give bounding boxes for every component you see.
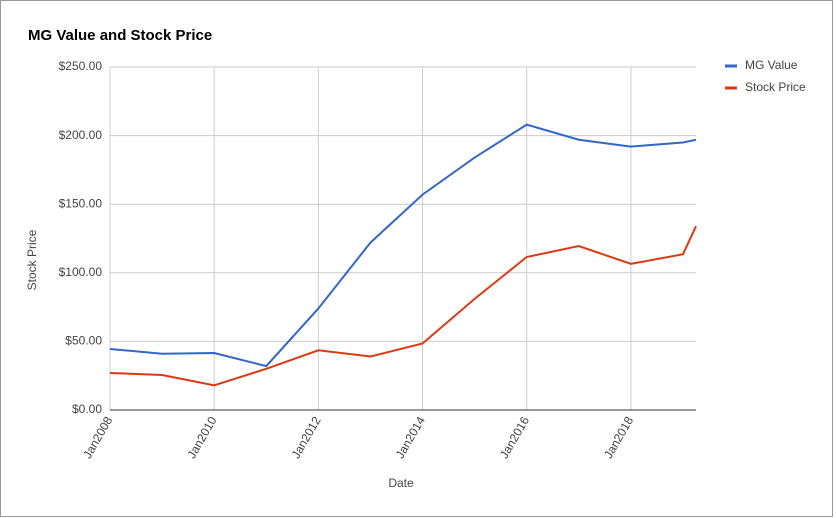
y-tick-label: $200.00 — [59, 128, 103, 142]
line-series — [109, 123, 697, 368]
y-tick-label: $250.00 — [59, 59, 103, 73]
line-series — [109, 225, 697, 387]
y-axis-label: Stock Price — [25, 229, 39, 290]
chart-title: MG Value and Stock Price — [28, 27, 212, 44]
legend-label: Stock Price — [745, 80, 806, 94]
y-tick-label: $0.00 — [72, 402, 102, 416]
y-tick-label: $150.00 — [59, 196, 103, 210]
legend-label: MG Value — [745, 58, 798, 72]
y-tick-label: $50.00 — [65, 334, 102, 348]
x-axis-label: Date — [388, 476, 414, 490]
y-tick-label: $100.00 — [59, 265, 103, 279]
